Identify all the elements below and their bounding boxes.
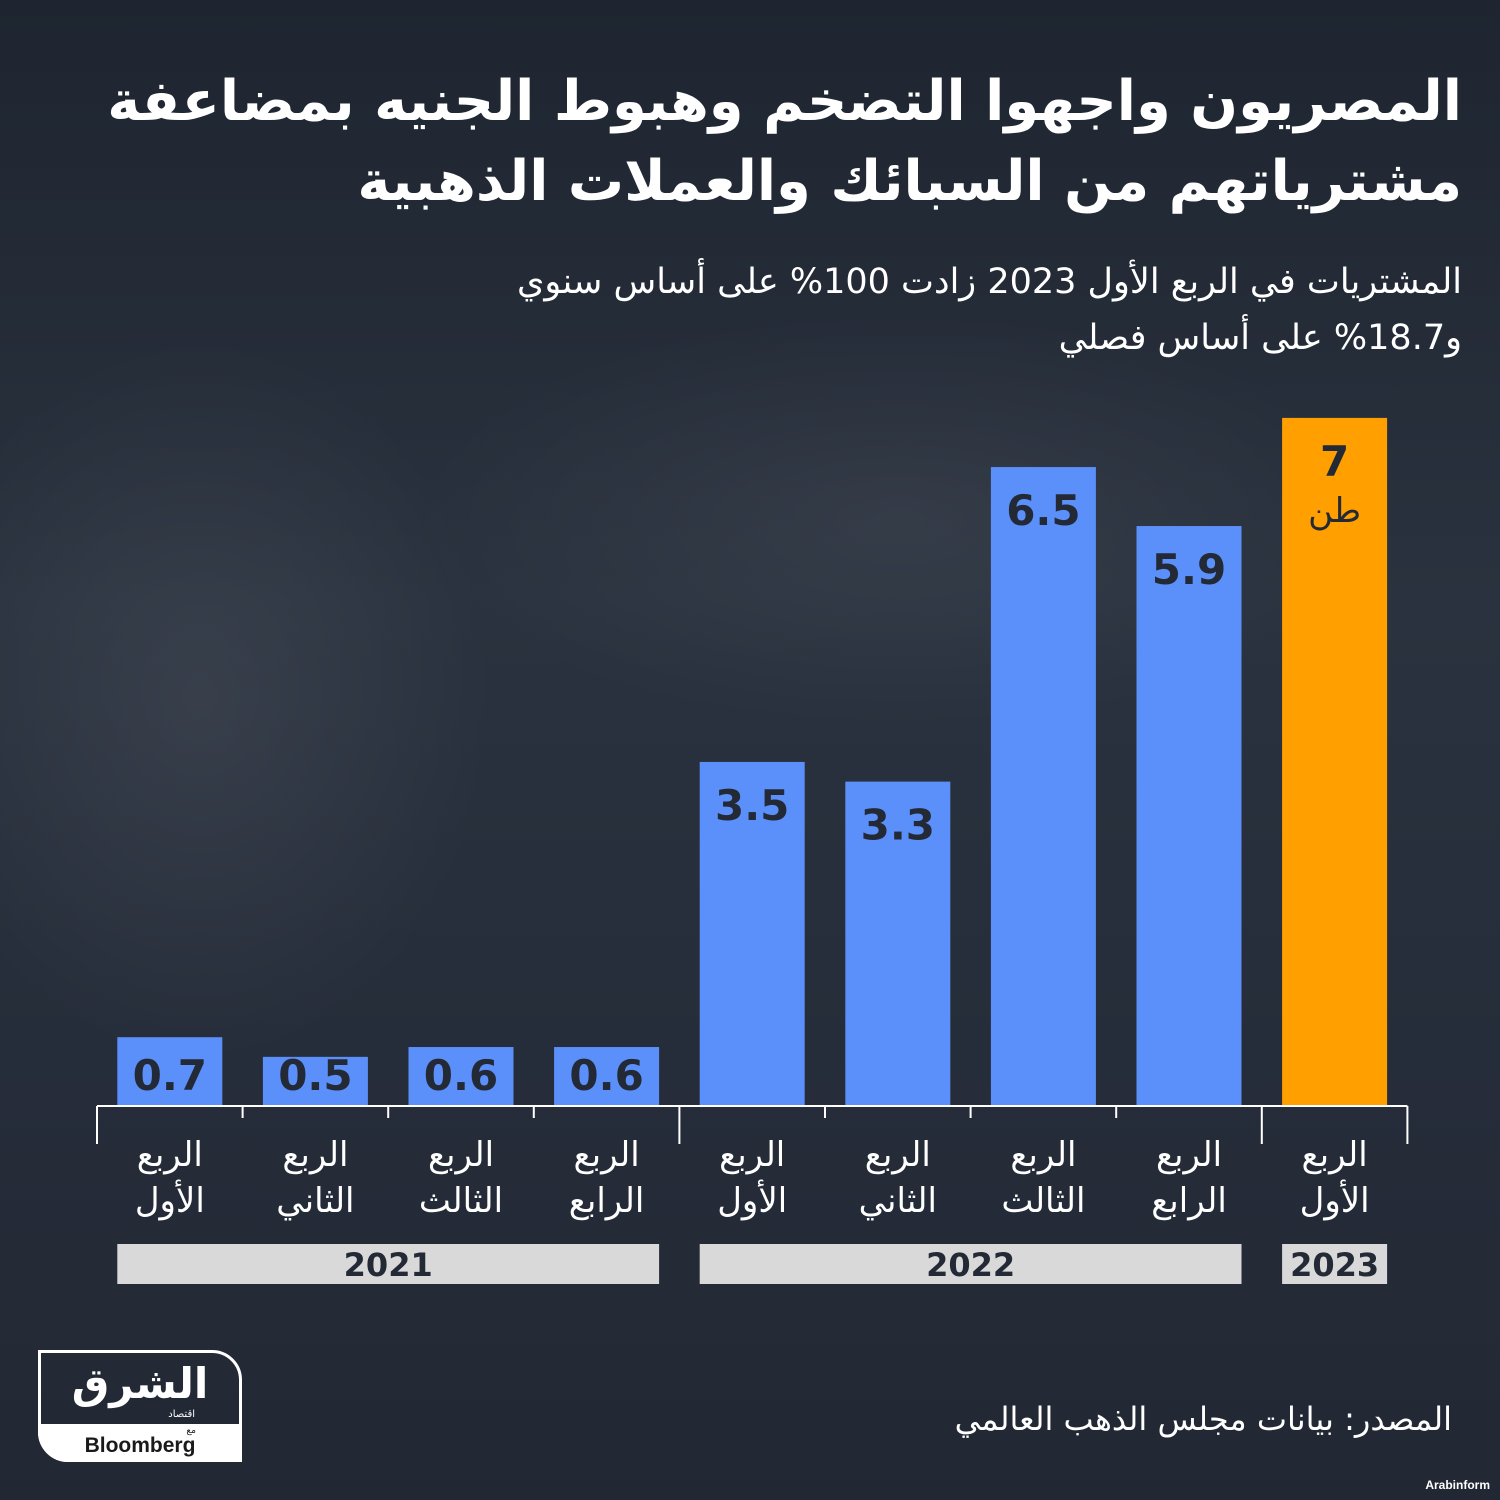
logo-arabic-text: الشرق: [71, 1359, 209, 1408]
year-band: [699, 1244, 1242, 1284]
bar: [554, 1047, 660, 1106]
title-line-2: مشترياتهم من السبائك والعملات الذهبية: [357, 149, 1462, 214]
x-tick-label: الثاني: [276, 1181, 354, 1221]
bar: [1282, 417, 1388, 1106]
asharq-bloomberg-logo: الشرق اقتصاد مع Bloomberg: [38, 1350, 242, 1462]
logo-band: مع Bloomberg: [38, 1424, 242, 1462]
data-label: 5.9: [1152, 545, 1226, 594]
x-tick-label: الثالث: [1001, 1181, 1085, 1221]
logo-with-text: مع: [186, 1426, 196, 1436]
bar: [117, 1037, 223, 1106]
year-band: [117, 1244, 660, 1284]
x-tick-label: الرابع: [1151, 1181, 1227, 1221]
bar: [699, 761, 805, 1106]
unit-label: طن: [1308, 491, 1361, 531]
title-line-1: المصريون واجهوا التضخم وهبوط الجنيه بمضا…: [107, 69, 1462, 134]
data-label: 0.7: [133, 1051, 207, 1100]
x-tick-label: الثالث: [419, 1181, 503, 1221]
x-tick-label: الربع: [719, 1135, 785, 1175]
x-tick-label: الأول: [135, 1179, 205, 1221]
data-label: 6.5: [1006, 486, 1080, 535]
data-label: 0.5: [278, 1051, 352, 1100]
x-tick-label: الربع: [1302, 1135, 1368, 1175]
data-label: 0.6: [424, 1051, 498, 1100]
year-label: 2021: [344, 1246, 433, 1284]
year-label: 2023: [1290, 1246, 1379, 1284]
data-label: 7: [1320, 437, 1349, 486]
subtitle-line-2: و18.7% على أساس فصلي: [1058, 318, 1462, 358]
year-label: 2022: [926, 1246, 1015, 1284]
logo-english-text: Bloomberg: [84, 1434, 196, 1457]
data-label: 3.3: [861, 801, 935, 850]
bar: [408, 1047, 514, 1106]
chart-subtitle: المشتريات في الربع الأول 2023 زادت 100% …: [42, 254, 1462, 366]
x-tick-label: الربع: [282, 1135, 348, 1175]
logo-arabic-subtext: اقتصاد: [168, 1409, 195, 1420]
chart-title: المصريون واجهوا التضخم وهبوط الجنيه بمضا…: [42, 62, 1462, 222]
watermark: Arabinform: [1425, 1478, 1490, 1492]
x-tick-label: الربع: [574, 1135, 640, 1175]
data-label: 3.5: [715, 781, 789, 830]
x-tick-label: الربع: [1010, 1135, 1076, 1175]
bar: [990, 467, 1096, 1106]
subtitle-line-1: المشتريات في الربع الأول 2023 زادت 100% …: [517, 262, 1462, 302]
source-note: المصدر: بيانات مجلس الذهب العالمي: [954, 1400, 1452, 1438]
x-tick-label: الثاني: [859, 1181, 937, 1221]
x-tick-label: الربع: [137, 1135, 203, 1175]
x-tick-label: الأول: [1300, 1179, 1370, 1221]
bar: [1136, 526, 1242, 1106]
bar: [845, 781, 951, 1106]
x-tick-label: الربع: [428, 1135, 494, 1175]
year-band: [1282, 1244, 1388, 1284]
x-tick-label: الرابع: [569, 1181, 645, 1221]
data-label: 0.6: [569, 1051, 643, 1100]
bar: [262, 1056, 368, 1106]
x-tick-label: الربع: [865, 1135, 931, 1175]
x-tick-label: الربع: [1156, 1135, 1222, 1175]
x-tick-label: الأول: [717, 1179, 787, 1221]
